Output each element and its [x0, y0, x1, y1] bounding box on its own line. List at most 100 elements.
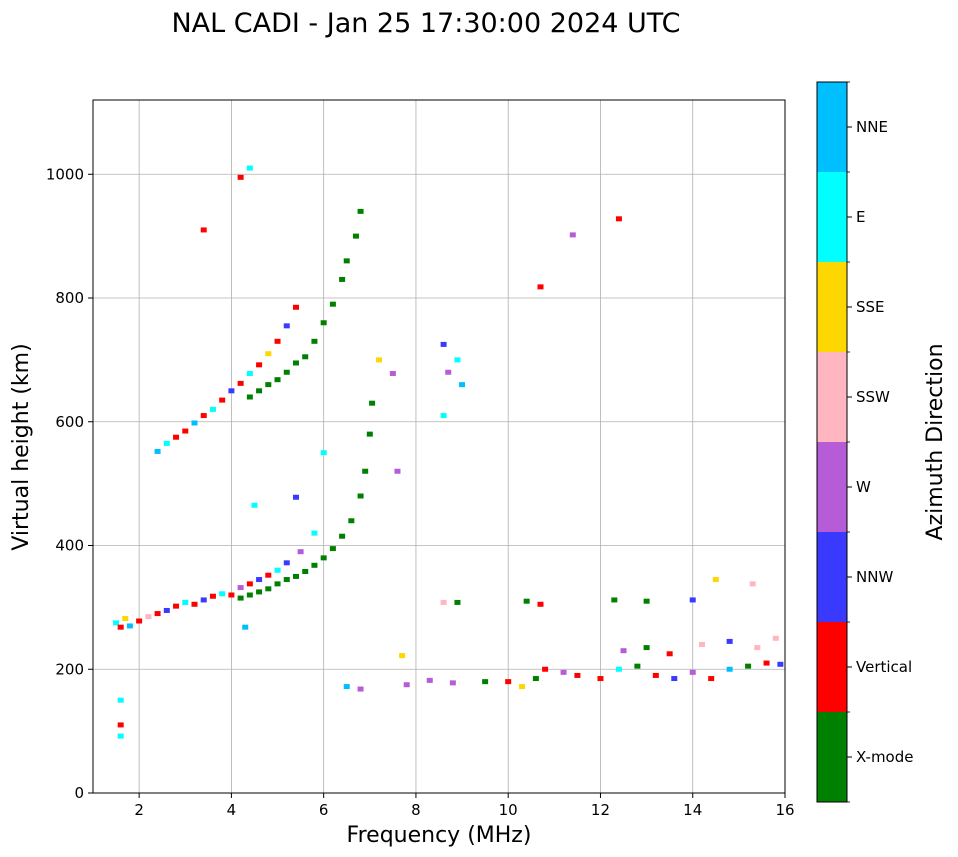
- data-point-s4-36: [537, 601, 544, 607]
- x-axis-label: Frequency (MHz): [347, 823, 532, 848]
- data-point-s2-2: [173, 434, 180, 440]
- data-point-s3-9: [329, 301, 336, 307]
- data-point-s4-23: [620, 648, 627, 654]
- y-tick-label-4: 800: [55, 289, 84, 307]
- data-point-s4-1: [357, 686, 364, 692]
- plot-frame: [92, 99, 786, 794]
- data-point-s0-4: [136, 618, 143, 624]
- colorbar-label-sse: SSE: [856, 298, 885, 316]
- data-point-s2-4: [191, 420, 198, 426]
- data-point-s0-15: [237, 585, 244, 591]
- data-point-s1-13: [357, 493, 364, 499]
- data-point-s2-0: [154, 448, 161, 454]
- data-point-s5-15: [399, 653, 406, 659]
- data-point-s3-6: [302, 354, 309, 360]
- data-point-s3-5: [292, 360, 299, 366]
- data-point-s4-8: [532, 676, 539, 682]
- colorbar-label-vertical: Vertical: [856, 658, 912, 676]
- data-point-s4-30: [611, 597, 618, 603]
- data-point-s5-17: [389, 370, 396, 376]
- data-point-s2-15: [292, 304, 299, 310]
- data-point-s4-16: [671, 676, 678, 682]
- data-point-s0-18: [265, 572, 272, 578]
- data-point-s4-27: [726, 638, 733, 644]
- data-point-s5-3: [200, 227, 207, 233]
- data-point-s4-26: [698, 642, 705, 647]
- data-point-s1-15: [366, 431, 373, 437]
- data-point-s2-6: [209, 406, 216, 412]
- data-point-s2-13: [274, 338, 281, 344]
- colorbar-title: Azimuth Direction: [923, 343, 948, 540]
- colorbar-segment-sse: [817, 262, 847, 352]
- data-point-s4-25: [666, 651, 673, 657]
- colorbar-segment-x-mode: [817, 712, 847, 802]
- colorbar-label-x-mode: X-mode: [856, 748, 913, 766]
- data-point-s3-0: [246, 394, 253, 400]
- data-point-s3-10: [339, 276, 346, 282]
- data-point-s4-2: [403, 682, 410, 688]
- data-point-s2-12: [265, 351, 272, 357]
- data-point-s5-5: [246, 165, 253, 171]
- colorbar-segment-w: [817, 442, 847, 532]
- data-point-s4-20: [745, 663, 752, 669]
- data-point-s4-5: [482, 679, 489, 685]
- data-point-s0-19: [274, 567, 281, 573]
- data-point-s1-10: [329, 546, 336, 552]
- data-point-s4-34: [749, 581, 756, 587]
- colorbar-segment-nnw: [817, 532, 847, 622]
- data-point-s1-5: [283, 577, 290, 583]
- data-point-s0-12: [209, 593, 216, 599]
- colorbar-frame: [816, 81, 848, 803]
- colorbar-label-nne: NNE: [856, 118, 888, 136]
- colorbar-label-e: E: [856, 208, 865, 226]
- data-point-s2-5: [200, 413, 207, 419]
- data-point-s5-16: [376, 357, 383, 363]
- data-point-s2-11: [256, 362, 263, 368]
- data-point-s0-22: [311, 530, 318, 536]
- data-point-s1-1: [246, 592, 253, 598]
- data-point-s4-0: [343, 684, 350, 690]
- data-point-s4-19: [726, 666, 733, 672]
- data-point-s0-7: [163, 607, 170, 613]
- data-point-s5-0: [117, 697, 124, 703]
- data-point-s4-17: [689, 669, 696, 675]
- data-point-s4-13: [615, 666, 622, 672]
- data-point-s1-7: [302, 568, 309, 574]
- data-point-s5-14: [242, 624, 249, 630]
- data-point-s1-2: [256, 589, 263, 595]
- data-point-s2-7: [219, 397, 226, 403]
- data-point-s5-20: [292, 494, 299, 500]
- data-point-s3-4: [283, 369, 290, 375]
- chart-title: NAL CADI - Jan 25 17:30:00 2024 UTC: [171, 8, 680, 39]
- data-point-s4-38: [454, 599, 461, 605]
- data-point-s5-8: [615, 216, 622, 222]
- data-point-s0-13: [219, 591, 226, 597]
- data-point-s4-33: [712, 577, 719, 583]
- data-point-s5-10: [454, 357, 461, 363]
- x-tick-label-4: 10: [499, 801, 518, 819]
- grid-lines: [93, 100, 786, 794]
- colorbar-label-nnw: NNW: [856, 568, 893, 586]
- data-point-s4-12: [597, 676, 604, 682]
- data-point-s2-14: [283, 323, 290, 329]
- data-point-s0-3: [126, 623, 133, 629]
- x-tick-label-0: 2: [134, 801, 144, 819]
- y-tick-label-3: 600: [55, 413, 84, 431]
- data-point-s3-3: [274, 377, 281, 383]
- data-point-s5-9: [440, 341, 447, 347]
- data-point-s0-9: [182, 599, 189, 605]
- data-point-s4-6: [505, 679, 512, 685]
- data-point-s1-16: [369, 400, 376, 406]
- data-point-s5-19: [320, 450, 327, 456]
- data-point-s5-21: [251, 502, 258, 508]
- data-point-s0-0: [113, 620, 120, 626]
- data-point-s4-4: [449, 680, 456, 686]
- data-point-s5-7: [569, 232, 576, 238]
- data-point-s5-4: [237, 174, 244, 180]
- y-axis-label: Virtual height (km): [9, 343, 34, 550]
- data-point-s2-1: [163, 440, 170, 446]
- x-tick-label-6: 14: [683, 801, 702, 819]
- data-point-s2-10: [246, 370, 253, 376]
- data-point-s4-7: [519, 684, 526, 690]
